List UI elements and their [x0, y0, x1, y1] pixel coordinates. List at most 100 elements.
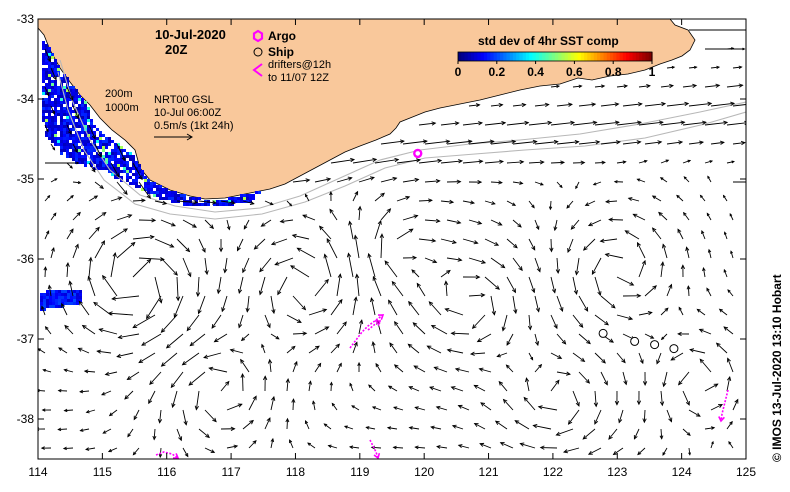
- current-arrow-head: [537, 405, 543, 410]
- current-arrow: [58, 428, 68, 430]
- sst-pixel: [87, 152, 90, 155]
- current-arrow: [682, 428, 691, 436]
- current-arrow-head: [592, 182, 597, 186]
- current-arrow-head: [530, 356, 534, 361]
- sst-pixel: [58, 296, 61, 299]
- sst-pixel: [45, 56, 48, 59]
- argo-float: [413, 148, 423, 159]
- sst-pixel: [54, 74, 57, 77]
- current-arrow-head: [75, 114, 79, 120]
- current-arrow-head: [544, 102, 550, 107]
- current-arrow: [224, 257, 228, 273]
- current-arrow: [415, 406, 426, 411]
- current-arrow: [393, 446, 404, 449]
- current-arrow-head: [387, 385, 393, 390]
- colorbar-segment: [629, 52, 634, 61]
- sst-pixel: [117, 152, 120, 155]
- current-arrow: [138, 257, 164, 260]
- current-arrow-head: [302, 214, 308, 219]
- sst-pixel: [45, 83, 48, 86]
- current-arrow-head: [723, 326, 729, 331]
- colorbar-segment: [483, 52, 488, 61]
- current-arrow: [254, 238, 266, 250]
- current-arrow: [182, 352, 200, 366]
- current-arrow-head: [562, 449, 568, 454]
- current-arrow: [308, 309, 327, 316]
- sst-pixel: [177, 194, 180, 197]
- sst-pixel: [54, 68, 57, 71]
- current-arrow-head: [601, 358, 606, 364]
- current-arrow: [105, 371, 118, 376]
- current-arrow-head: [160, 328, 166, 333]
- current-arrow-head: [40, 446, 45, 450]
- current-arrow: [204, 409, 217, 422]
- sst-pixel: [69, 155, 72, 158]
- current-arrow: [594, 409, 602, 425]
- y-tick-label: -35: [17, 172, 35, 186]
- colorbar-segment: [597, 52, 601, 61]
- current-arrow-head: [346, 252, 352, 258]
- current-arrow-head: [491, 310, 496, 316]
- sst-pixel: [60, 152, 63, 155]
- sst-pixel: [42, 89, 45, 92]
- sst-pixel: [123, 149, 126, 152]
- current-arrow: [149, 371, 162, 385]
- current-arrow: [644, 285, 657, 297]
- current-arrow: [556, 333, 566, 345]
- current-arrow: [78, 347, 90, 354]
- sst-pixel: [165, 188, 168, 191]
- sst-pixel: [78, 131, 81, 134]
- current-arrow: [409, 427, 420, 430]
- current-arrow-head: [204, 270, 209, 276]
- colorbar-segment: [561, 52, 566, 61]
- current-arrow-head: [149, 380, 154, 386]
- current-arrow-head: [240, 372, 245, 378]
- current-arrow-head: [623, 84, 629, 89]
- current-arrow: [528, 122, 552, 126]
- sst-pixel: [54, 86, 57, 89]
- sst-pixel: [72, 89, 75, 92]
- current-arrow-head: [213, 338, 219, 343]
- current-arrow-head: [665, 159, 670, 163]
- current-arrow-head: [377, 219, 382, 225]
- sst-pixel: [84, 158, 87, 161]
- sst-pixel: [75, 125, 78, 128]
- current-arrow: [688, 409, 701, 417]
- current-arrow-head: [637, 102, 643, 107]
- current-arrow: [688, 102, 712, 107]
- current-arrow-head: [477, 220, 483, 225]
- sst-pixel: [51, 95, 54, 98]
- drifter-track: [367, 320, 381, 331]
- current-arrow-head: [349, 382, 353, 387]
- sst-pixel: [84, 134, 87, 137]
- current-arrow-head: [252, 395, 257, 401]
- current-arrow: [358, 206, 361, 221]
- current-arrow-head: [240, 358, 245, 364]
- current-arrow: [688, 447, 691, 455]
- sst-pixel: [183, 197, 186, 200]
- sst-pixel: [58, 305, 61, 308]
- sst-pixel: [63, 131, 66, 134]
- sst-pixel: [48, 47, 51, 50]
- current-arrow: [462, 122, 483, 126]
- sst-pixel: [76, 293, 79, 296]
- sst-pixel: [54, 92, 57, 95]
- sst-pixel: [93, 134, 96, 137]
- colorbar-segment: [500, 52, 504, 61]
- current-arrow: [375, 363, 382, 373]
- current-arrow: [484, 161, 504, 164]
- current-arrow: [723, 269, 728, 278]
- current-arrow-head: [524, 377, 530, 383]
- drifter-head: [377, 314, 385, 320]
- current-arrow-head: [357, 205, 362, 211]
- current-arrow: [314, 363, 322, 373]
- current-arrow: [706, 288, 712, 297]
- current-arrow-head: [707, 175, 710, 179]
- current-arrow-head: [186, 326, 192, 332]
- current-arrow-head: [65, 262, 70, 267]
- current-arrow: [394, 321, 404, 335]
- current-arrow: [237, 238, 244, 251]
- current-arrow: [372, 341, 376, 354]
- current-arrow: [292, 234, 310, 240]
- current-arrow: [388, 385, 398, 392]
